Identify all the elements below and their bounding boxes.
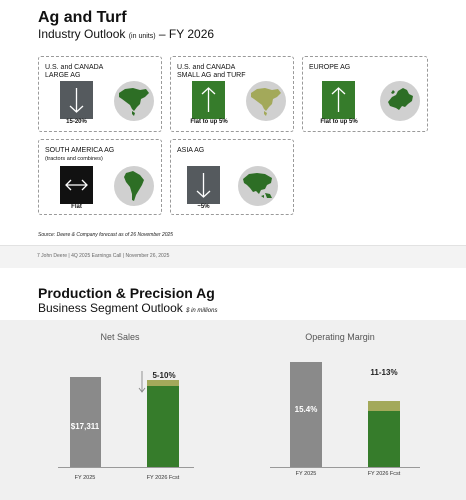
card-title-note: (tractors and combines) xyxy=(45,156,103,162)
forecast-range-label: 11-13% xyxy=(370,368,398,377)
europe-globe-icon xyxy=(379,80,421,122)
card-title: SOUTH AMERICA AG (tractors and combines) xyxy=(45,147,114,163)
subtitle-year: – FY 2026 xyxy=(158,27,215,41)
subtitle-main: Business Segment Outlook xyxy=(38,301,183,315)
card-us-canada-small-ag-turf: U.S. and CANADA SMALL AG and TURF Flat t… xyxy=(170,56,294,132)
subtitle-units: (in units) xyxy=(128,33,156,40)
card-title-line1: SOUTH AMERICA AG xyxy=(45,147,115,154)
bar-value-label: 15.4% xyxy=(294,405,318,414)
slide-production-precision-ag: Production & Precision Ag Business Segme… xyxy=(0,280,466,500)
card-title: U.S. and CANADA LARGE AG xyxy=(45,64,103,80)
card-asia-ag: ASIA AG ~5% xyxy=(170,139,294,215)
card-caption: 15-20% xyxy=(66,119,87,125)
down-arrow-icon xyxy=(187,166,220,204)
up-arrow-icon xyxy=(322,81,355,119)
footer-text: 7 John Deere | 4Q 2025 Earnings Call | N… xyxy=(37,253,170,259)
card-south-america-ag: SOUTH AMERICA AG (tractors and combines)… xyxy=(38,139,162,215)
card-europe-ag: EUROPE AG Flat to up 5% xyxy=(302,56,428,132)
subtitle-units: $ in millions xyxy=(186,308,218,314)
card-caption: Flat to up 5% xyxy=(320,119,358,125)
down-arrow-icon xyxy=(137,370,147,394)
card-caption: Flat to up 5% xyxy=(190,119,228,125)
card-title: ASIA AG xyxy=(177,147,205,154)
chart-title: Operating Margin xyxy=(305,332,375,342)
x-tick-label: FY 2025 xyxy=(74,475,96,481)
x-tick-label: FY 2025 xyxy=(295,471,317,477)
slide-footer: 7 John Deere | 4Q 2025 Earnings Call | N… xyxy=(0,245,466,268)
card-caption: Flat xyxy=(71,204,82,210)
charts-panel: Net Sales $17,311 5-10% FY 2025 FY 2026 … xyxy=(0,320,466,500)
forecast-range-label: 5-10% xyxy=(152,371,176,380)
slide-subtitle: Industry Outlook (in units) – FY 2026 xyxy=(38,27,214,41)
south-america-globe-icon xyxy=(113,165,155,207)
up-arrow-icon xyxy=(192,81,225,119)
x-axis xyxy=(58,467,194,468)
card-title-line1: U.S. and CANADA xyxy=(45,64,104,71)
asia-globe-icon xyxy=(237,165,279,207)
slide-title: Ag and Turf xyxy=(38,9,127,26)
card-title-line2: SMALL AG and TURF xyxy=(177,72,246,79)
card-title: EUROPE AG xyxy=(309,64,351,71)
bar-fy2026-range xyxy=(147,380,179,386)
north-america-globe-icon xyxy=(113,80,155,122)
bar-fy2025 xyxy=(70,377,101,467)
subtitle-main: Industry Outlook xyxy=(38,27,126,41)
left-right-arrow-icon xyxy=(60,166,93,204)
slide-ag-and-turf: Ag and Turf Industry Outlook (in units) … xyxy=(0,9,466,268)
card-us-canada-large-ag: U.S. and CANADA LARGE AG 15-20% xyxy=(38,56,162,132)
card-title-line1: U.S. and CANADA xyxy=(177,64,236,71)
card-title: U.S. and CANADA SMALL AG and TURF xyxy=(177,64,245,80)
bar-fy2025 xyxy=(290,362,322,467)
bar-fy2026-fcst xyxy=(368,410,400,467)
bar-fy2026-range xyxy=(368,400,400,411)
x-axis xyxy=(270,467,420,468)
slide-title: Production & Precision Ag xyxy=(38,285,215,301)
chart-title: Net Sales xyxy=(100,332,140,342)
card-title-line2: LARGE AG xyxy=(45,72,81,79)
north-america-globe-icon xyxy=(245,80,287,122)
x-tick-label: FY 2026 Fcst xyxy=(146,475,180,481)
down-arrow-icon xyxy=(60,81,93,119)
bar-value-label: $17,311 xyxy=(70,422,100,431)
source-note: Source: Deere & Company forecast as of 2… xyxy=(38,232,174,238)
slide-subtitle: Business Segment Outlook $ in millions xyxy=(38,301,217,315)
x-tick-label: FY 2026 Fcst xyxy=(367,471,401,477)
bar-fy2026-fcst xyxy=(147,386,179,467)
card-caption: ~5% xyxy=(197,204,210,210)
